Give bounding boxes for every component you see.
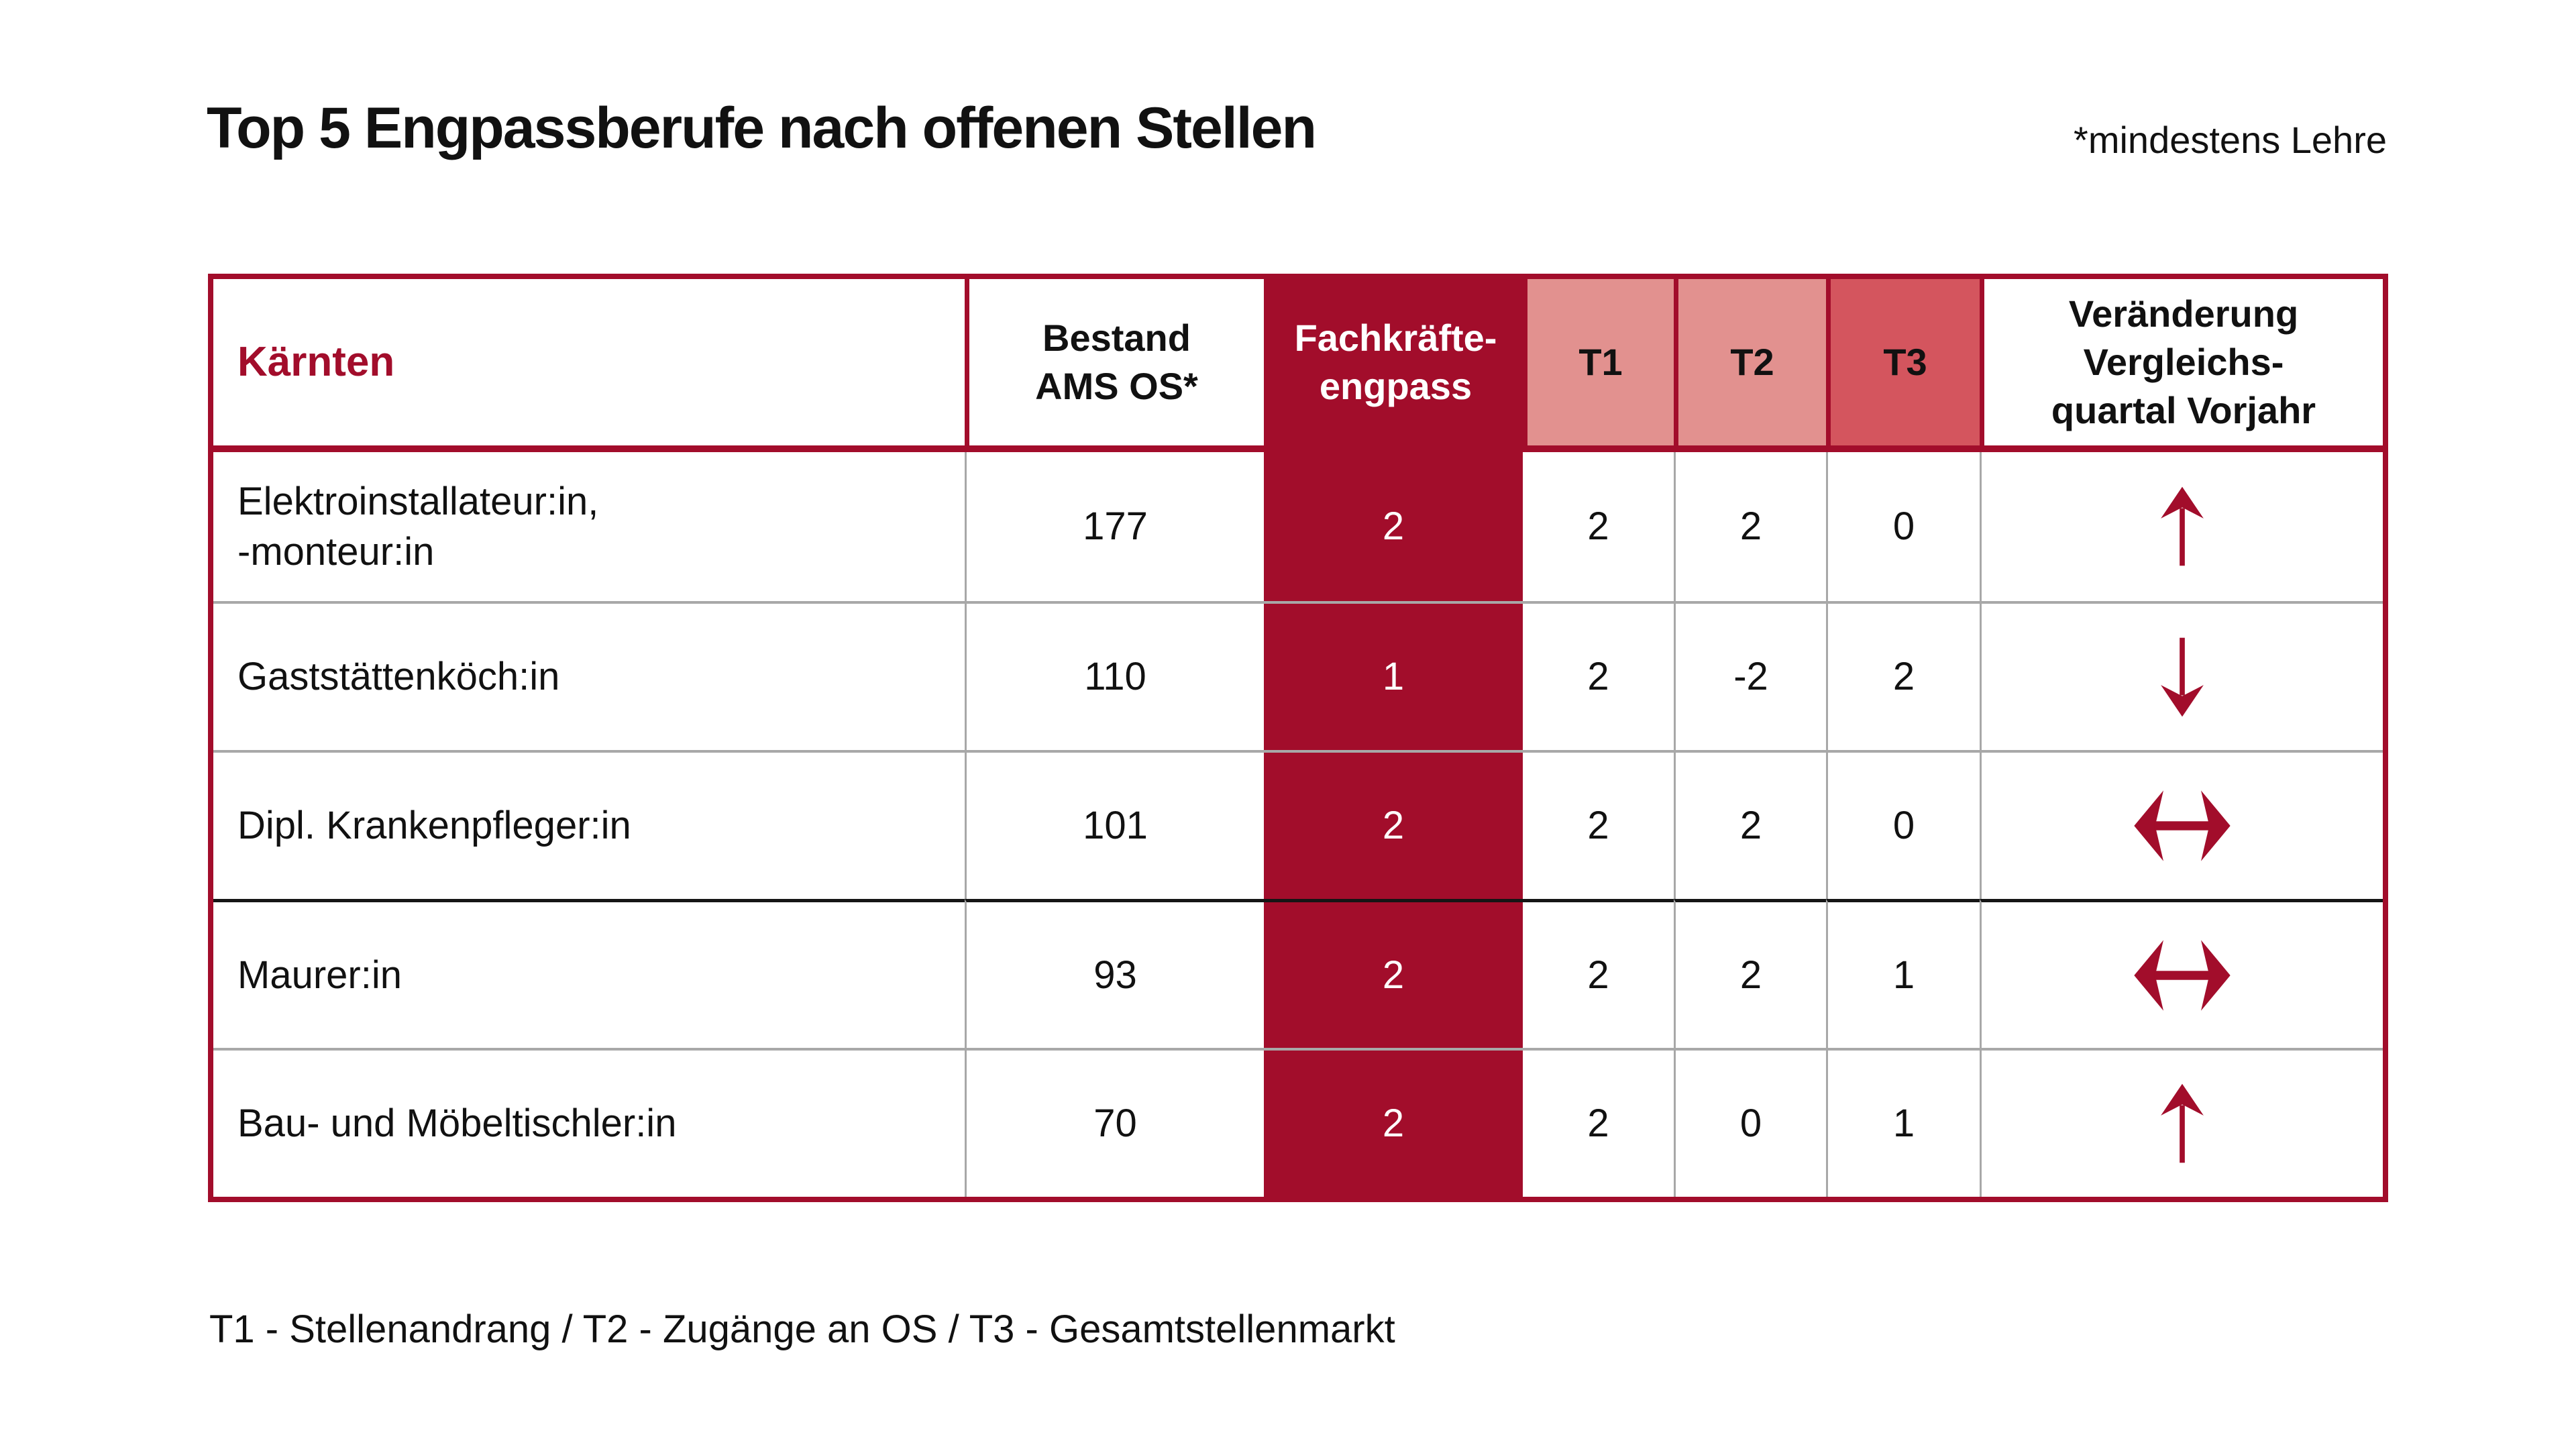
arrow-left-right-icon: [2134, 790, 2231, 861]
occupation-name: Gaststättenköch:in: [213, 601, 965, 750]
trend-cell: [1980, 601, 2383, 750]
bestand-value: 93: [965, 899, 1264, 1048]
trend-cell: [1980, 1048, 2383, 1197]
engpass-value: 2: [1264, 750, 1523, 899]
t3-value: 1: [1826, 899, 1980, 1048]
occupation-name: Maurer:in: [213, 899, 965, 1048]
t1-value: 2: [1523, 899, 1674, 1048]
col-header-veraenderung: Veränderung Vergleichs- quartal Vorjahr: [1980, 279, 2383, 452]
t2-value: 2: [1674, 899, 1826, 1048]
trend-cell: [1980, 750, 2383, 899]
asterisk-note: *mindestens Lehre: [2074, 119, 2387, 161]
engpass-value: 2: [1264, 1048, 1523, 1197]
arrow-down-icon: [2161, 637, 2204, 717]
engpass-value: 1: [1264, 601, 1523, 750]
col-header-t2: T2: [1674, 279, 1826, 452]
bestand-value: 101: [965, 750, 1264, 899]
bestand-value: 70: [965, 1048, 1264, 1197]
occupation-name: Elektroinstallateur:in, -monteur:in: [237, 479, 599, 574]
engpass-value: 2: [1264, 452, 1523, 601]
col-header-t1: T1: [1523, 279, 1674, 452]
page-title: Top 5 Engpassberufe nach offenen Stellen: [207, 96, 1317, 160]
t3-value: 1: [1826, 1048, 1980, 1197]
t3-value: 0: [1826, 750, 1980, 899]
engpassberufe-table: Kärnten Bestand AMS OS* Fachkräfte- engp…: [208, 274, 2388, 1202]
t2-value: 2: [1674, 750, 1826, 899]
legend-footnote: T1 - Stellenandrang / T2 - Zugänge an OS…: [209, 1307, 1395, 1351]
t3-value: 2: [1826, 601, 1980, 750]
col-header-bestand: Bestand AMS OS*: [965, 279, 1264, 452]
trend-cell: [1980, 899, 2383, 1048]
trend-cell: [1980, 452, 2383, 601]
arrow-left-right-icon: [2134, 939, 2231, 1011]
t2-value: 2: [1674, 452, 1826, 601]
engpass-value: 2: [1264, 899, 1523, 1048]
region-header-cell: Kärnten: [213, 279, 965, 452]
t1-value: 2: [1523, 1048, 1674, 1197]
arrow-up-icon: [2161, 486, 2204, 566]
t2-value: 0: [1674, 1048, 1826, 1197]
occupation-name: Bau- und Möbeltischler:in: [213, 1048, 965, 1197]
t1-value: 2: [1523, 750, 1674, 899]
arrow-up-icon: [2161, 1083, 2204, 1163]
occupation-name: Dipl. Krankenpfleger:in: [213, 750, 965, 899]
bestand-value: 177: [965, 452, 1264, 601]
bestand-value: 110: [965, 601, 1264, 750]
t3-value: 0: [1826, 452, 1980, 601]
t1-value: 2: [1523, 601, 1674, 750]
t1-value: 2: [1587, 504, 1609, 549]
col-header-engpass: Fachkräfte- engpass: [1264, 279, 1523, 452]
t2-value: -2: [1674, 601, 1826, 750]
col-header-t3: T3: [1826, 279, 1980, 452]
